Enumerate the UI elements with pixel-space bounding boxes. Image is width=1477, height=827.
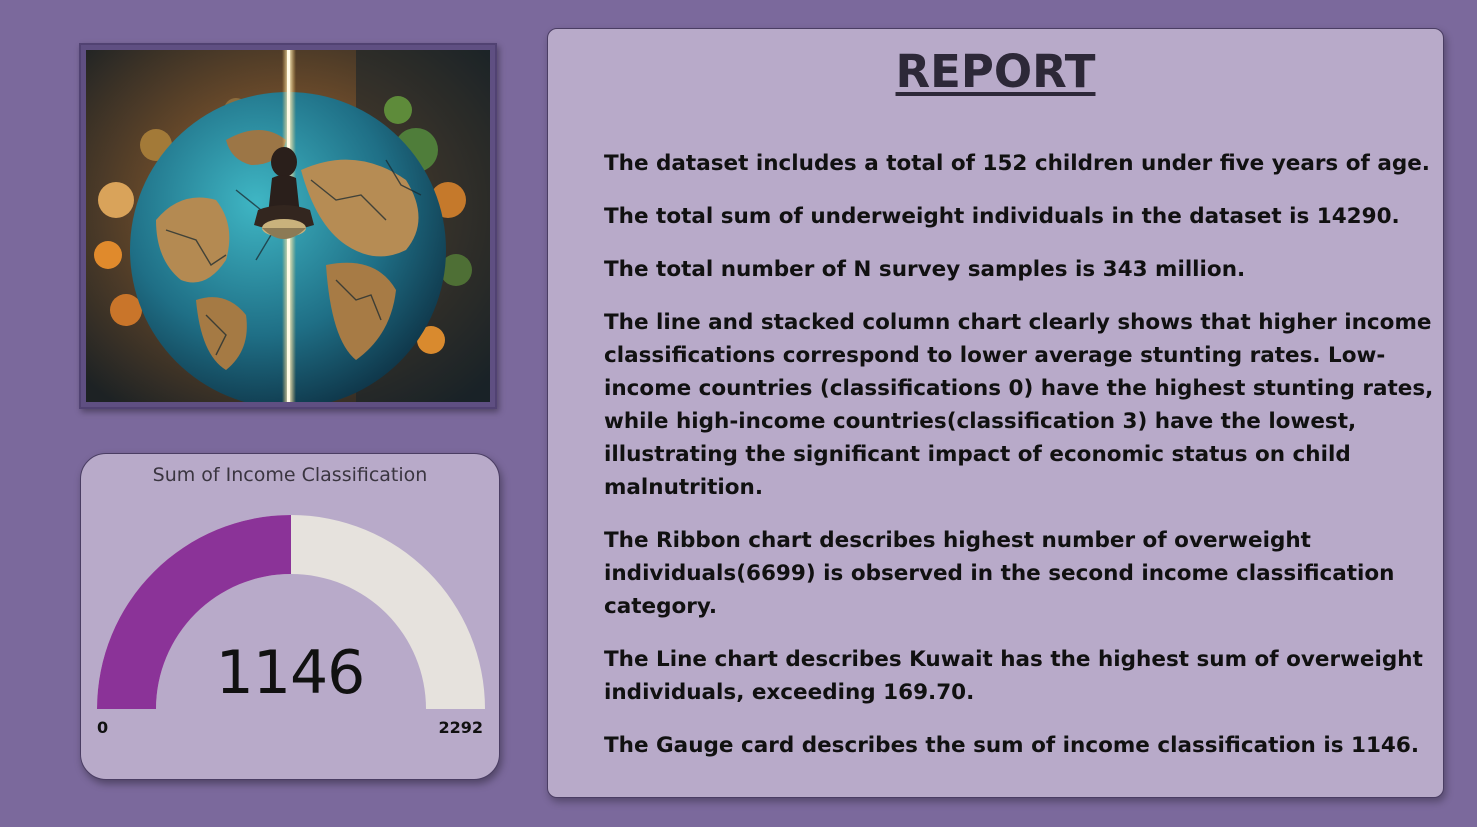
gauge-chart	[97, 514, 485, 709]
report-paragraph: The dataset includes a total of 152 chil…	[604, 151, 1430, 176]
report-paragraph: The line and stacked column chart clearl…	[604, 310, 1434, 500]
income-classification-gauge-card[interactable]: Sum of Income Classification 1146 0 2292	[80, 453, 500, 780]
report-paragraph: The Ribbon chart describes highest numbe…	[604, 528, 1395, 619]
gauge-value: 1146	[215, 638, 366, 708]
report-paragraph: The Gauge card describes the sum of inco…	[604, 733, 1419, 758]
report-paragraph: The total sum of underweight individuals…	[604, 204, 1400, 229]
gauge-fill	[97, 515, 291, 709]
hunger-globe-image	[79, 43, 497, 409]
report-body: The dataset includes a total of 152 chil…	[604, 147, 1436, 782]
globe-hunger-illustration-icon	[86, 50, 490, 402]
report-paragraph: The total number of N survey samples is …	[604, 257, 1246, 282]
report-panel: REPORT The dataset includes a total of 1…	[547, 28, 1444, 798]
gauge-min-label: 0	[97, 718, 109, 737]
report-title: REPORT	[895, 45, 1096, 98]
gauge-title: Sum of Income Classification	[152, 464, 428, 486]
gauge-max-label: 2292	[438, 718, 483, 737]
report-paragraph: The Line chart describes Kuwait has the …	[604, 647, 1423, 705]
